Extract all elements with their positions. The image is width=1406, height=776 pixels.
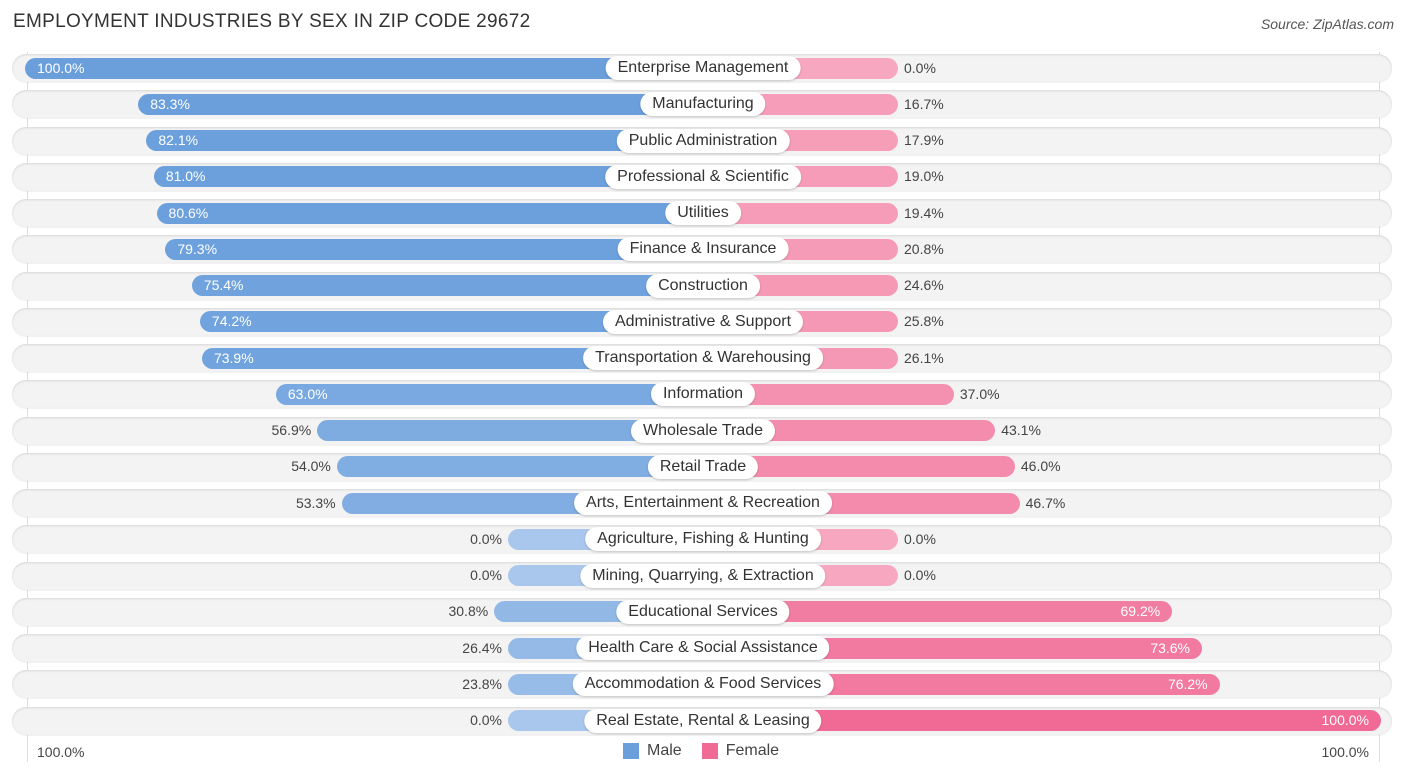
value-label-female: 26.1% (904, 349, 944, 366)
legend: Male Female (623, 742, 799, 760)
bar-male (336, 456, 703, 478)
bar-female (703, 383, 954, 405)
bar-female (703, 456, 1015, 478)
category-label: Wholesale Trade (630, 418, 776, 443)
value-label-male: 53.3% (295, 494, 336, 511)
category-label: Accommodation & Food Services (572, 672, 834, 697)
value-label-female: 0.0% (904, 59, 936, 76)
category-label: Manufacturing (640, 92, 766, 117)
source-credit: Source: ZipAtlas.com (1260, 16, 1394, 32)
bar-male (201, 347, 703, 369)
value-label-female: 46.7% (1025, 494, 1066, 511)
category-label: Finance & Insurance (617, 237, 789, 262)
value-label-female: 24.6% (904, 277, 944, 293)
value-label-male: 54.0% (291, 458, 331, 475)
category-label: Real Estate, Rental & Leasing (584, 708, 822, 733)
chart-title: EMPLOYMENT INDUSTRIES BY SEX IN ZIP CODE… (13, 11, 531, 32)
value-label-male: 80.6% (168, 204, 209, 221)
bar-male (25, 57, 703, 79)
bar-male (275, 383, 703, 405)
bar-male (199, 311, 703, 333)
category-label: Public Administration (616, 128, 790, 153)
bar-male (156, 202, 703, 224)
category-label: Construction (646, 273, 760, 298)
category-label: Arts, Entertainment & Recreation (574, 491, 832, 515)
category-label: Transportation & Warehousing (583, 346, 823, 370)
value-label-male: 0.0% (470, 530, 502, 547)
value-label-female: 100.0% (1321, 712, 1369, 728)
value-label-female: 43.1% (1001, 422, 1041, 438)
bar-male (138, 93, 703, 115)
value-label-female: 19.4% (904, 204, 944, 221)
value-label-male: 81.0% (165, 168, 206, 185)
bar-female (703, 420, 996, 441)
legend-swatch-male (623, 743, 639, 759)
value-label-female: 19.0% (904, 168, 944, 185)
value-label-female: 0.0% (904, 530, 936, 547)
value-label-male: 63.0% (287, 385, 328, 402)
category-label: Educational Services (616, 599, 790, 624)
legend-label-male: Male (647, 742, 682, 759)
value-label-male: 0.0% (470, 567, 502, 583)
value-label-female: 17.9% (904, 132, 944, 148)
category-label: Utilities (665, 201, 741, 225)
bar-female (703, 202, 898, 224)
value-label-female: 20.8% (904, 240, 944, 257)
category-label: Professional & Scientific (605, 164, 801, 189)
category-label: Enterprise Management (605, 56, 801, 80)
value-label-female: 37.0% (959, 385, 1000, 402)
bar-male (153, 166, 703, 188)
bar-male (146, 130, 703, 151)
value-label-female: 69.2% (1120, 603, 1161, 620)
value-label-male: 75.4% (203, 277, 244, 293)
value-label-male: 23.8% (462, 675, 502, 692)
value-label-female: 46.0% (1020, 458, 1061, 475)
bar-male (165, 238, 703, 260)
legend-label-female: Female (725, 742, 780, 759)
value-label-male: 0.0% (470, 712, 502, 728)
value-label-male: 30.8% (448, 603, 489, 620)
value-label-male: 79.3% (177, 240, 218, 257)
category-label: Agriculture, Fishing & Hunting (585, 527, 821, 552)
category-label: Health Care & Social Assistance (576, 636, 830, 660)
value-label-male: 74.2% (211, 313, 252, 330)
bar-female (703, 601, 1173, 623)
bar-male (191, 275, 703, 296)
value-label-male: 73.9% (213, 349, 254, 366)
bar-male (317, 420, 703, 441)
bar-female (703, 710, 1381, 731)
value-label-male: 83.3% (150, 95, 190, 112)
category-label: Mining, Quarrying, & Extraction (580, 563, 826, 588)
axis-label-left: 100.0% (37, 744, 85, 760)
value-label-female: 25.8% (904, 313, 944, 330)
axis-label-right: 100.0% (1321, 744, 1369, 760)
category-label: Retail Trade (647, 454, 759, 479)
value-label-male: 56.9% (271, 422, 312, 438)
category-label: Administrative & Support (602, 309, 804, 334)
value-label-male: 82.1% (158, 132, 199, 148)
value-label-female: 0.0% (904, 567, 936, 583)
legend-swatch-female (701, 743, 718, 759)
category-label: Information (650, 382, 756, 407)
legend-item-female: Female (701, 742, 780, 760)
value-label-female: 76.2% (1167, 675, 1208, 692)
value-label-female: 73.6% (1150, 639, 1191, 656)
value-label-male: 26.4% (462, 639, 502, 656)
value-label-female: 16.7% (904, 95, 944, 112)
value-label-male: 100.0% (37, 59, 85, 76)
legend-item-male: Male (623, 742, 682, 760)
